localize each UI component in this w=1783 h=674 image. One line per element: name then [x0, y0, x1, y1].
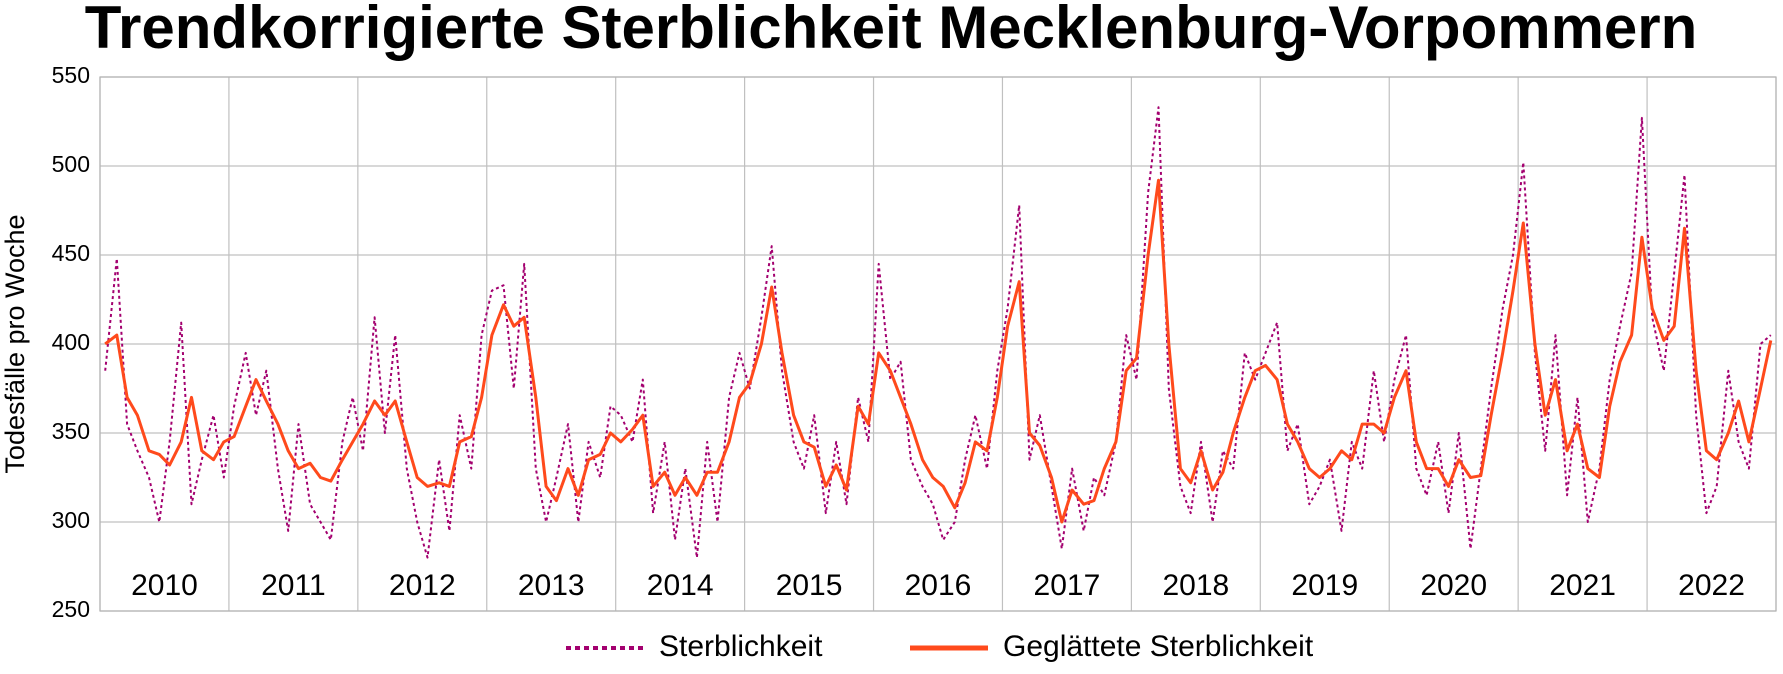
- x-category-label: 2018: [1162, 569, 1229, 602]
- data-line: [104, 178, 1773, 524]
- x-category-label: 2020: [1420, 569, 1487, 602]
- x-category-label: 2021: [1549, 569, 1616, 602]
- plot-frame: [99, 76, 1777, 612]
- y-tick-label: 500: [52, 151, 90, 177]
- x-category-label: 2013: [518, 569, 585, 602]
- legend-label: Geglättete Sterblichkeit: [1003, 630, 1314, 663]
- legend-label: Sterblichkeit: [659, 630, 823, 663]
- y-tick-label: 300: [52, 507, 90, 533]
- x-category-label: 2014: [647, 569, 714, 602]
- y-tick-label: 250: [52, 596, 90, 622]
- y-tick-label: 450: [52, 240, 90, 266]
- chart-title: Trendkorrigierte Sterblichkeit Mecklenbu…: [85, 0, 1698, 61]
- x-category-label: 2011: [261, 569, 326, 602]
- x-category-label: 2016: [905, 569, 972, 602]
- y-tick-label: 400: [52, 329, 90, 355]
- x-category-label: 2022: [1678, 569, 1745, 602]
- x-category-label: 2015: [776, 569, 843, 602]
- x-category-label: 2019: [1291, 569, 1358, 602]
- y-axis-label: Todesfälle pro Woche: [0, 214, 30, 473]
- x-category-label: 2012: [389, 569, 456, 602]
- y-tick-label: 550: [52, 62, 90, 88]
- x-category-label: 2017: [1034, 569, 1101, 602]
- x-category-label: 2010: [131, 569, 198, 602]
- y-tick-label: 350: [52, 418, 90, 444]
